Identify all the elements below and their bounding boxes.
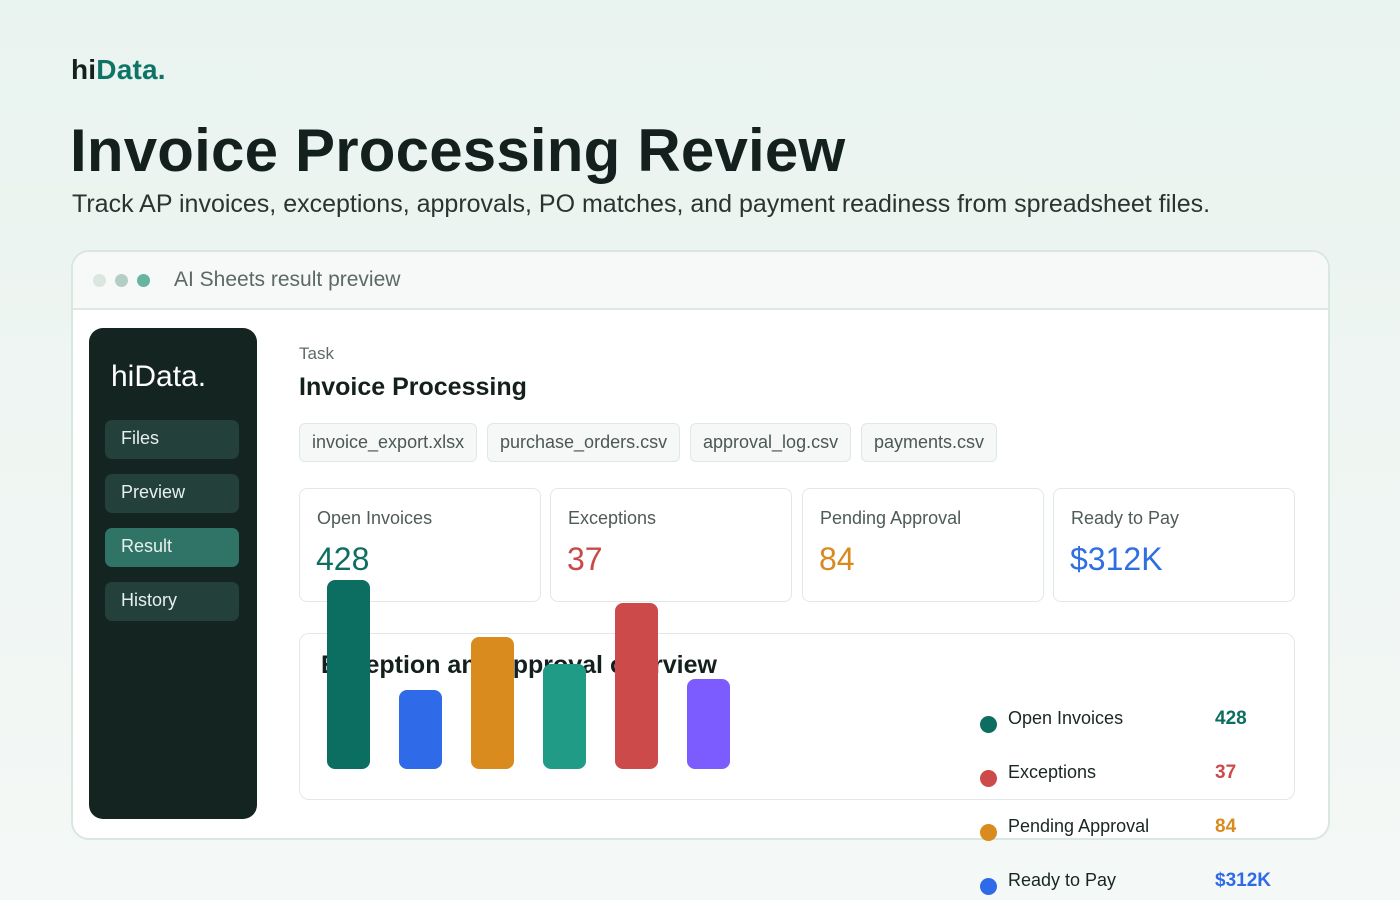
kpi-value: $312K [1070,541,1163,577]
brand-logo-part1: hi [71,54,97,85]
window-dot-3 [137,273,150,287]
chart-bar [327,580,370,769]
sidebar: hiData. Files Preview Result History [89,328,257,819]
window-dot-1 [93,273,106,287]
chart-bar [399,690,442,769]
file-chip-invoice-export[interactable]: invoice_export.xlsx [299,423,478,462]
window-dot-2 [115,273,128,287]
chart-bar [615,603,658,769]
kpi-label: Ready to Pay [1071,508,1180,528]
file-chip-purchase-orders[interactable]: purchase_orders.csv [487,423,681,462]
legend-label: Pending Approval [1008,816,1150,836]
sidebar-item-preview[interactable]: Preview [105,474,239,513]
legend-value: $312K [1215,870,1271,891]
legend-dot [980,716,997,733]
legend-value: 84 [1215,816,1237,837]
window-title: AI Sheets result preview [174,268,401,291]
kpi-label: Exceptions [568,508,657,528]
brand-logo-part2: Data. [96,54,166,85]
kpi-value: 84 [819,541,855,577]
brand-logo: hiData. [71,54,166,86]
chart-bar [543,664,586,769]
legend-value: 428 [1215,708,1247,729]
legend-label: Exceptions [1008,762,1097,782]
page-title: Invoice Processing Review [70,117,846,184]
sidebar-item-files[interactable]: Files [105,420,239,459]
kpi-card-pending-approval: Pending Approval 84 [802,488,1044,602]
task-title: Invoice Processing [299,373,527,401]
page-subtitle: Track AP invoices, exceptions, approvals… [72,190,1211,218]
kpi-label: Pending Approval [820,508,962,528]
sidebar-item-history[interactable]: History [105,582,239,621]
chart-bar [471,637,514,769]
task-label: Task [299,344,334,363]
chart-bar [687,679,730,769]
sidebar-brand: hiData. [111,360,207,393]
legend-label: Open Invoices [1008,708,1124,728]
legend-dot [980,824,997,841]
legend-dot [980,770,997,787]
file-chip-payments[interactable]: payments.csv [861,423,998,462]
kpi-card-ready-to-pay: Ready to Pay $312K [1053,488,1295,602]
overview-panel: Exception and approval overview [299,633,1295,800]
kpi-value: 37 [567,541,603,577]
kpi-label: Open Invoices [317,508,433,528]
legend-label: Ready to Pay [1008,870,1117,890]
legend-dot [980,878,997,895]
window-titlebar: AI Sheets result preview [73,252,1328,310]
sidebar-item-result[interactable]: Result [105,528,239,567]
kpi-card-exceptions: Exceptions 37 [550,488,792,602]
file-chip-approval-log[interactable]: approval_log.csv [690,423,852,462]
legend-value: 37 [1215,762,1237,783]
kpi-value: 428 [316,541,370,577]
